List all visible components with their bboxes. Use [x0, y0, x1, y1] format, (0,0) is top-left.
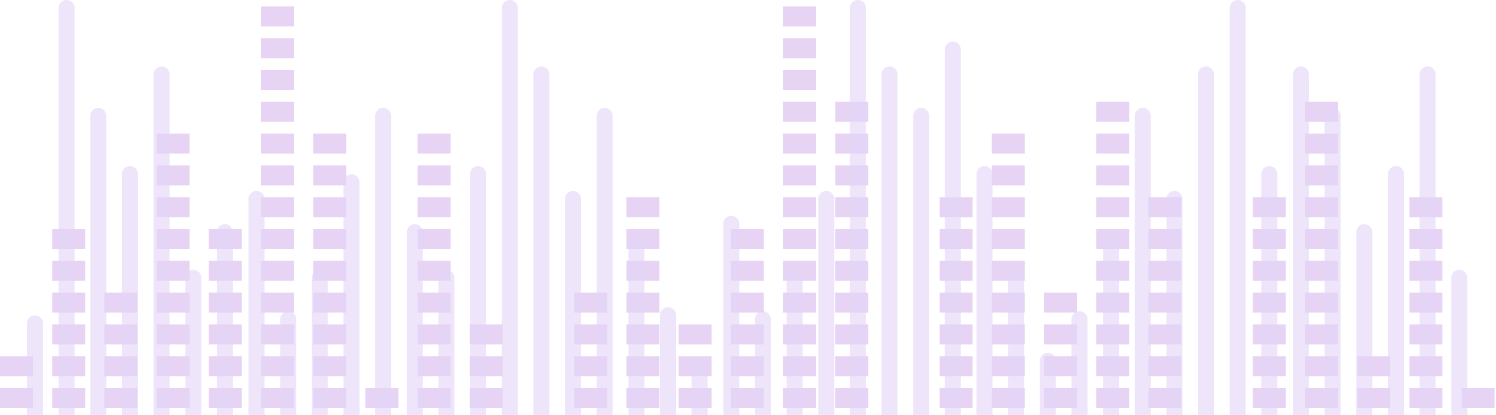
segment-block	[0, 388, 33, 408]
capsule-bar	[1103, 232, 1120, 415]
segment-block	[991, 229, 1025, 249]
segment-block	[783, 6, 816, 27]
capsule-bar	[375, 107, 392, 415]
segment-block	[261, 292, 294, 313]
capsule-bar	[754, 311, 771, 415]
segment-block	[783, 229, 816, 249]
segment-column	[0, 356, 33, 408]
capsule-bar	[596, 107, 613, 415]
segment-block	[313, 197, 347, 218]
segment-block	[626, 197, 660, 218]
segment-block	[1044, 324, 1077, 345]
segment-block	[783, 197, 816, 218]
capsule-bar	[533, 66, 550, 415]
segment-block	[417, 229, 451, 249]
capsule-bar	[1419, 66, 1436, 415]
segment-block	[261, 6, 294, 27]
capsule-bar	[913, 107, 930, 415]
capsule-bar	[1166, 190, 1183, 415]
capsule-bar	[153, 66, 170, 415]
capsule-bar	[216, 224, 233, 415]
capsule-bar	[58, 0, 75, 415]
capsule-bar	[248, 190, 265, 415]
segment-block	[0, 356, 33, 377]
capsule-bar	[1261, 166, 1278, 415]
capsule-bar	[90, 107, 107, 415]
capsule-bar	[1198, 66, 1214, 415]
capsule-bars-layer	[27, 0, 1468, 415]
segment-block	[261, 70, 294, 90]
segment-block	[783, 38, 816, 59]
capsule-bar	[723, 215, 740, 415]
capsule-bar	[1356, 224, 1373, 415]
segment-block	[417, 165, 451, 186]
capsule-bar	[438, 269, 455, 415]
segment-block	[991, 133, 1025, 154]
segment-block	[991, 165, 1025, 186]
segment-block	[1096, 101, 1130, 122]
capsule-bar	[1039, 352, 1056, 415]
capsule-bar	[1229, 0, 1246, 415]
capsule-bar	[470, 166, 487, 415]
capsule-bar	[691, 356, 708, 415]
segment-block	[261, 133, 294, 154]
capsule-bar	[27, 315, 43, 415]
segment-block	[261, 165, 294, 186]
segment-block	[313, 133, 347, 154]
capsule-bar	[280, 311, 297, 415]
capsule-bar	[1008, 269, 1025, 415]
segment-block	[417, 133, 451, 154]
capsule-bar	[976, 166, 993, 415]
capsule-bar	[881, 66, 898, 415]
segment-block	[1096, 165, 1130, 186]
segment-block	[1096, 197, 1130, 218]
segment-block	[1044, 292, 1077, 313]
capsule-bar	[818, 190, 835, 415]
capsule-bar	[343, 174, 360, 415]
capsule-bar	[660, 307, 676, 415]
capsule-bar	[565, 190, 581, 415]
segment-block	[261, 38, 294, 59]
segment-block	[678, 324, 712, 345]
capsule-bar	[1134, 107, 1151, 415]
segment-block	[1096, 133, 1130, 154]
capsule-bar	[406, 224, 423, 415]
capsule-bar	[1071, 311, 1088, 415]
segment-block	[783, 101, 816, 122]
segment-block	[313, 165, 347, 186]
segment-column	[1461, 388, 1495, 408]
capsule-bar	[849, 0, 866, 415]
capsule-bar	[311, 269, 328, 415]
segment-block	[783, 70, 816, 90]
segment-block	[261, 260, 294, 281]
segment-block	[783, 133, 816, 154]
segment-block	[1461, 388, 1495, 408]
capsule-bar	[185, 269, 202, 415]
segment-block	[783, 165, 816, 186]
capsule-bar	[501, 0, 518, 415]
capsule-bar	[1451, 269, 1468, 415]
capsule-bar	[121, 166, 138, 415]
segment-block	[261, 197, 294, 218]
segment-block	[417, 197, 451, 218]
capsule-bar	[628, 232, 645, 415]
capsule-bar	[786, 269, 803, 415]
capsule-bar	[1388, 166, 1404, 415]
capsule-bar	[1293, 66, 1309, 415]
segment-block	[991, 197, 1025, 218]
capsule-bar	[944, 41, 961, 415]
segment-block	[261, 229, 294, 249]
segment-block	[261, 101, 294, 122]
capsule-bar	[1324, 107, 1341, 415]
segment-block	[313, 229, 347, 249]
